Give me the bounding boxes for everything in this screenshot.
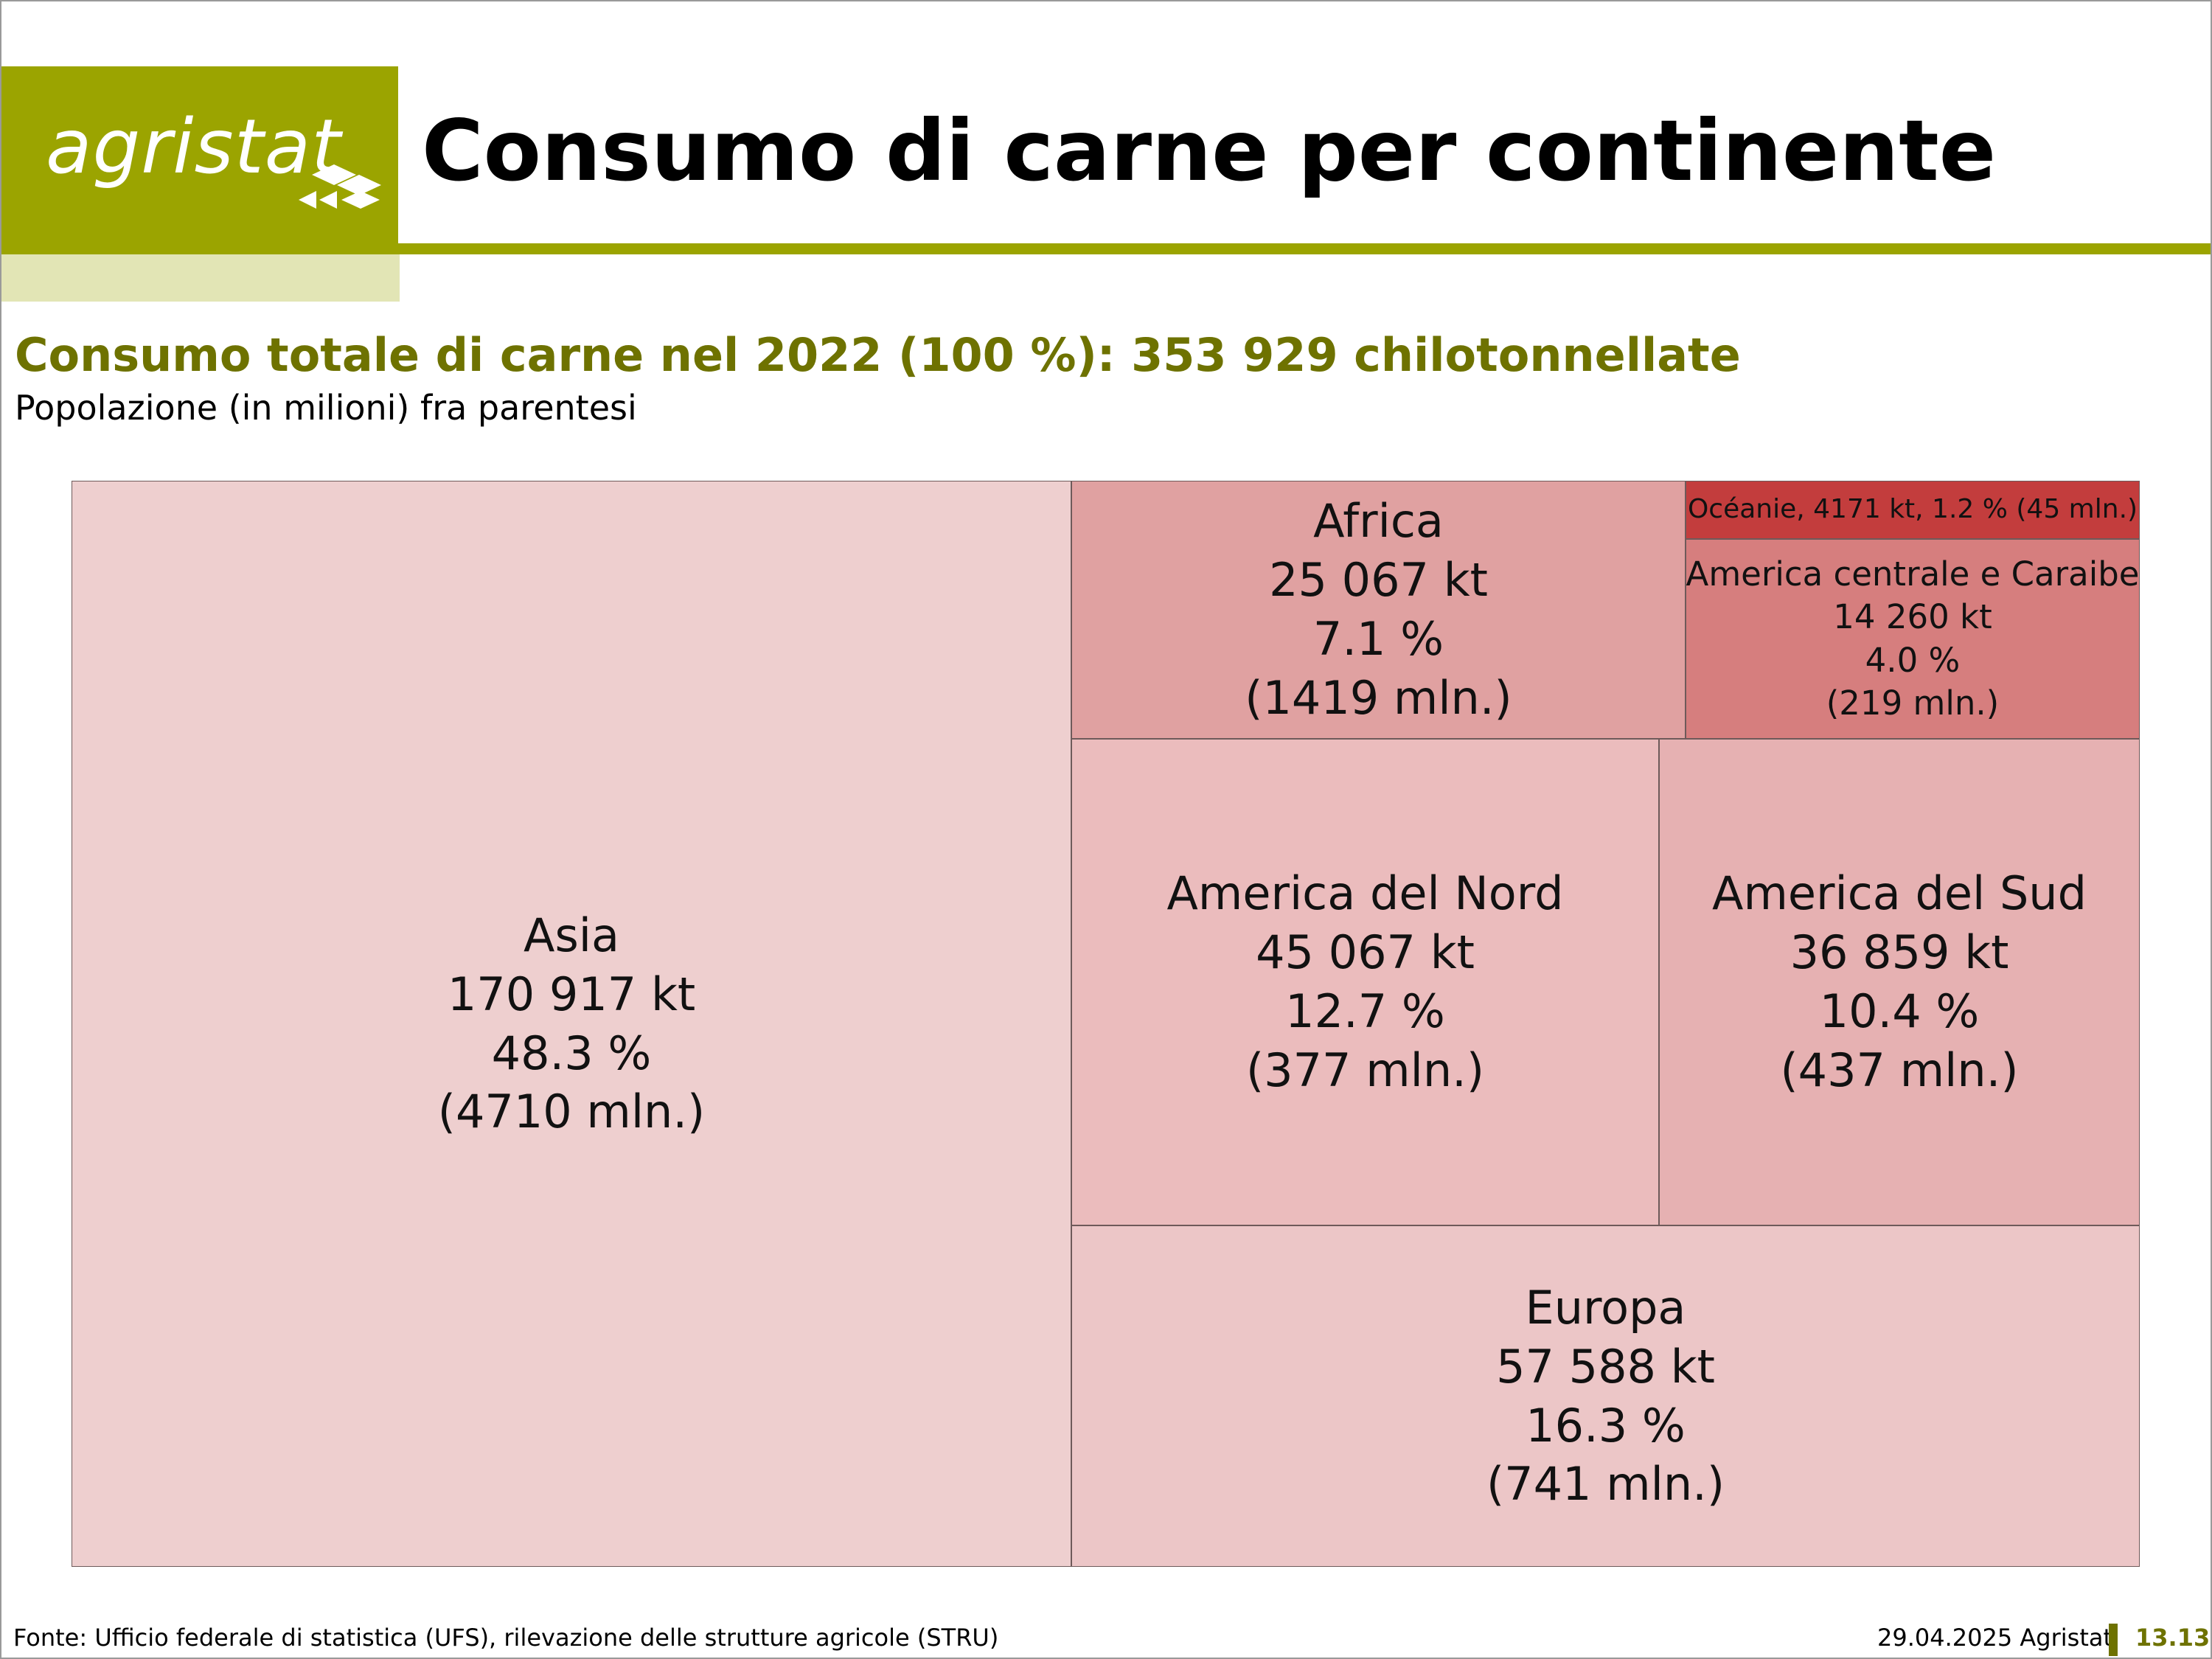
cell-value: 170 917 kt [447,967,696,1021]
cell-value: 25 067 kt [1269,553,1488,608]
footer-source: Fonte: Ufficio federale di statistica (U… [13,1624,999,1652]
chart-title: Consumo totale di carne nel 2022 (100 %)… [15,328,1741,382]
cell-name: America del Nord [1166,866,1564,921]
page-number: 13.13 [2135,1624,2211,1652]
cell-share: 4.0 % [1865,640,1961,680]
treemap-cell-asia: Asia 170 917 kt 48.3 % (4710 mln.) [72,481,1071,1567]
cell-share: 16.3 % [1526,1398,1686,1453]
treemap-cell-america-del-sud: America del Sud 36 859 kt 10.4 % (437 mln.) [1659,739,2140,1225]
cell-share: 10.4 % [1819,984,1980,1038]
cell-population: (741 mln.) [1486,1457,1725,1512]
cell-share: 48.3 % [491,1026,652,1080]
treemap-cell-europa: Europa 57 588 kt 16.3 % (741 mln.) [1071,1225,2140,1567]
cell-value: 45 067 kt [1256,925,1475,980]
cell-population: (1419 mln.) [1245,670,1512,725]
cell-value: 57 588 kt [1496,1339,1715,1394]
cell-population: (4710 mln.) [437,1085,706,1139]
cell-value: 14 260 kt [1833,597,1992,637]
treemap-cell-america-centrale-e-caraibe: America centrale e Caraibe 14 260 kt 4.0 %… [1686,539,2140,739]
cell-name: America centrale e Caraibe [1686,554,2140,594]
cell-population: (377 mln.) [1245,1043,1485,1097]
cell-population: (219 mln.) [1826,683,2000,723]
cell-name: Asia [524,908,619,962]
cell-population: (437 mln.) [1780,1043,2019,1097]
cell-name: America del Sud [1712,866,2087,921]
treemap-cell-africa: Africa 25 067 kt 7.1 % (1419 mln.) [1071,481,1686,739]
chart-subtitle: Popolazione (in milioni) fra parentesi [15,388,637,428]
cell-name: Africa [1313,494,1444,549]
treemap-cell-america-del-nord: America del Nord 45 067 kt 12.7 % (377 mln.… [1071,739,1659,1225]
page-title: Consumo di carne per continente [422,102,1997,200]
logo-underbar [1,254,400,302]
cell-value: 36 859 kt [1790,925,2009,980]
logo-wordmark: agristat [46,103,342,191]
cell-share: 12.7 % [1285,984,1445,1038]
cell-inline-label: Océanie, 4171 kt, 1.2 % (45 mln.) [1687,494,2138,525]
treemap-cell-oc-anie: Océanie, 4171 kt, 1.2 % (45 mln.) [1686,481,2140,539]
logo-block [1,66,398,254]
logo-triangles-icon [299,164,381,209]
cell-share: 7.1 % [1312,612,1444,666]
cell-name: Europa [1525,1280,1686,1335]
footer-date: 29.04.2025 Agristat [1877,1624,2113,1652]
footer-separator [2109,1624,2118,1656]
header-rule [398,243,2211,254]
